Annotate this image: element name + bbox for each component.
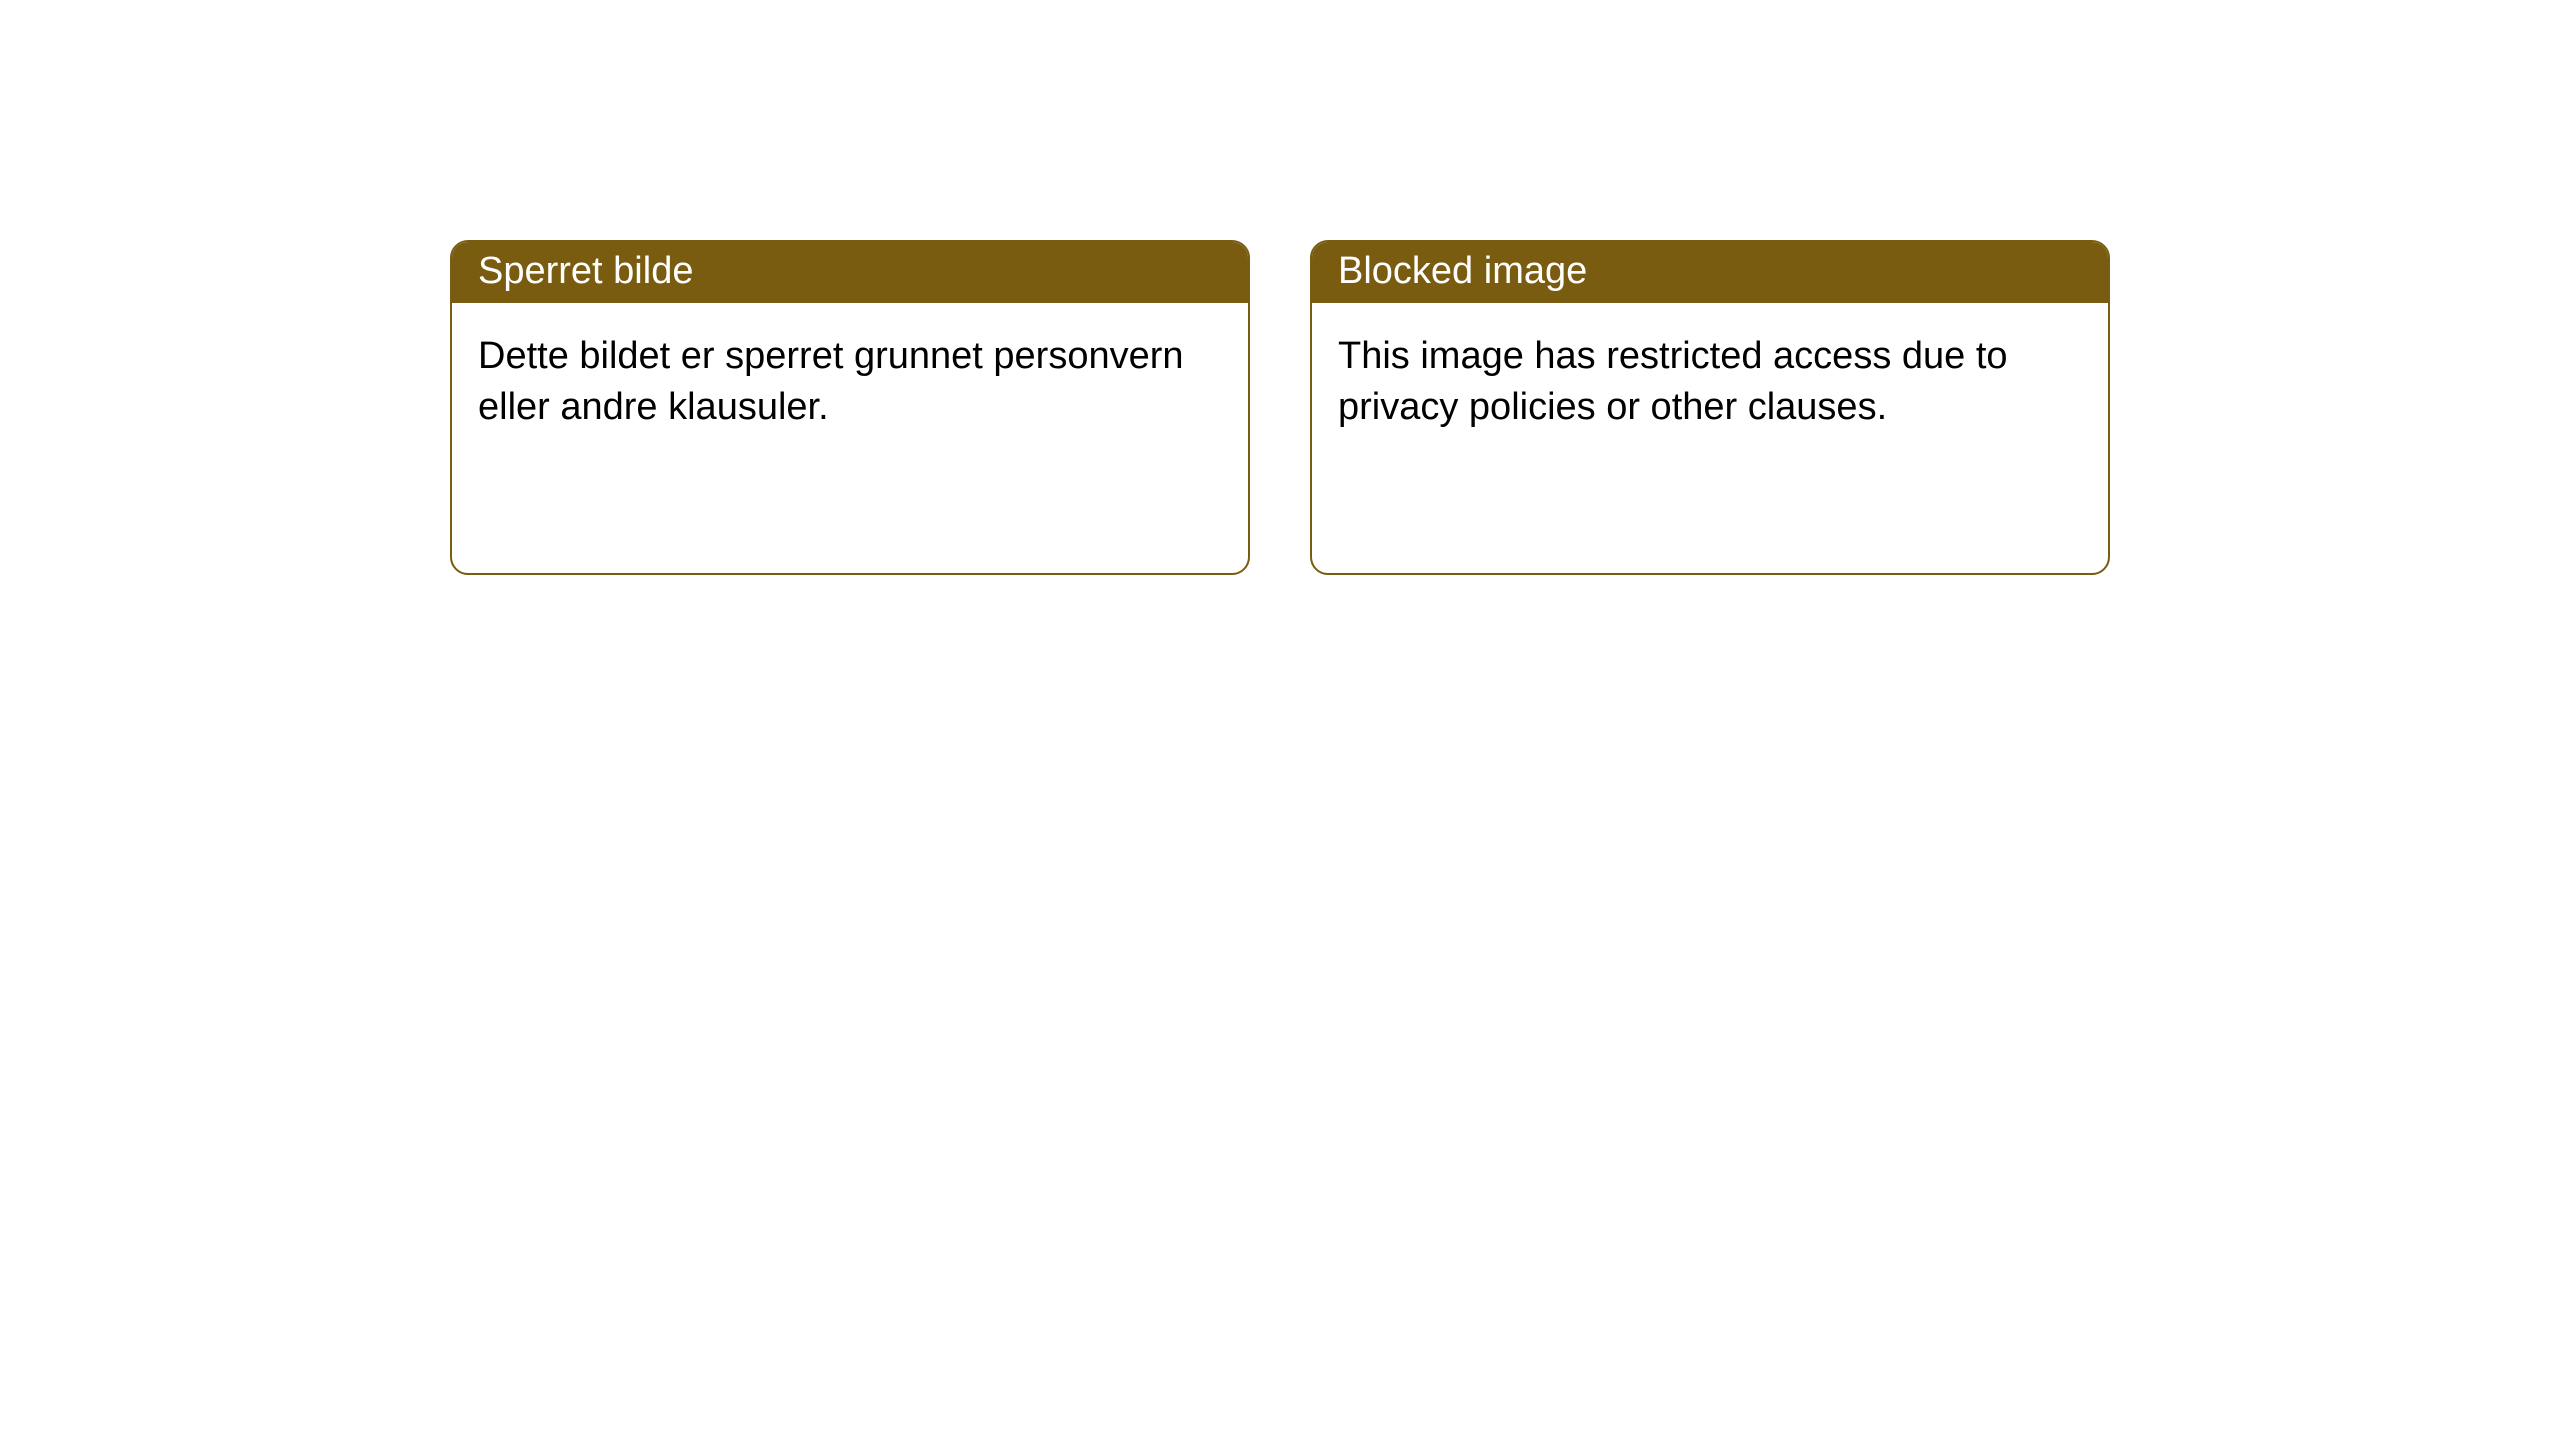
notice-header-english: Blocked image bbox=[1312, 242, 2108, 303]
notice-header-norwegian: Sperret bilde bbox=[452, 242, 1248, 303]
notice-body-english: This image has restricted access due to … bbox=[1312, 303, 2108, 460]
notice-container: Sperret bilde Dette bildet er sperret gr… bbox=[0, 0, 2560, 575]
notice-body-norwegian: Dette bildet er sperret grunnet personve… bbox=[452, 303, 1248, 460]
notice-card-norwegian: Sperret bilde Dette bildet er sperret gr… bbox=[450, 240, 1250, 575]
notice-card-english: Blocked image This image has restricted … bbox=[1310, 240, 2110, 575]
